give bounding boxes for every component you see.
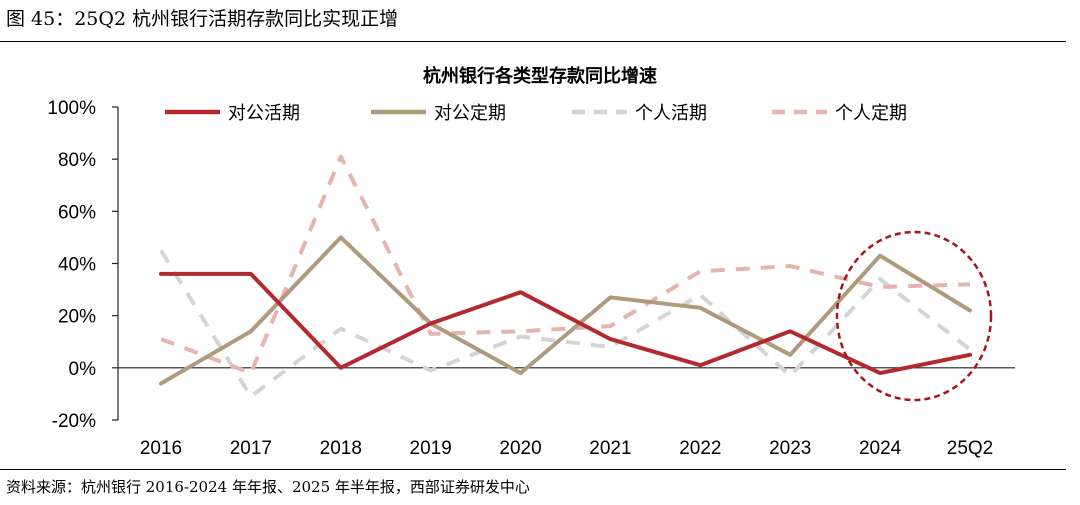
legend: 对公活期 对公定期 个人活期 个人定期 <box>165 103 907 124</box>
y-tick-label: 40% <box>58 255 96 276</box>
top-rule <box>0 41 1066 42</box>
figure-title: 图 45：25Q2 杭州银行活期存款同比实现正增 <box>6 8 399 30</box>
series-layer <box>159 154 972 399</box>
x-tick-label: 2022 <box>679 438 721 459</box>
x-tick-label: 2021 <box>589 438 631 459</box>
legend-label: 个人活期 <box>635 103 707 124</box>
legend-label: 个人定期 <box>835 103 907 124</box>
y-tick-label: 80% <box>58 150 96 171</box>
y-tick-label: -20% <box>52 411 96 432</box>
x-tick-label: 2018 <box>320 438 362 459</box>
legend-label: 对公活期 <box>228 103 300 124</box>
x-axis: 2016 2017 2018 2019 2020 2021 2022 2023 2024 25Q2 <box>118 367 1015 459</box>
series-line-2 <box>159 235 972 386</box>
series-line-4 <box>160 154 971 376</box>
chart-title: 杭州银行各类型存款同比增速 <box>423 65 657 87</box>
source-note: 资料来源：杭州银行 2016-2024 年年报、2025 年半年报，西部证券研发… <box>6 478 530 496</box>
legend-label: 对公定期 <box>434 103 506 124</box>
x-tick-label: 2019 <box>410 438 452 459</box>
highlight-circle <box>835 230 993 402</box>
annotation-layer <box>835 230 993 402</box>
x-tick-label: 2020 <box>499 438 541 459</box>
x-tick-label: 25Q2 <box>947 438 993 459</box>
x-tick-label: 2023 <box>769 438 811 459</box>
y-axis: 100% 80% 60% 40% 20% 0% -20% <box>47 98 119 432</box>
series-line-3 <box>159 249 972 399</box>
series-line-1 <box>159 271 972 376</box>
y-tick-label: 20% <box>58 307 96 328</box>
bottom-rule <box>0 469 1066 470</box>
y-tick-label: 100% <box>47 98 96 119</box>
y-tick-label: 0% <box>69 359 97 380</box>
x-tick-label: 2024 <box>859 438 902 459</box>
x-tick-label: 2017 <box>230 438 272 459</box>
y-tick-label: 60% <box>58 202 96 223</box>
x-tick-label: 2016 <box>140 438 182 459</box>
